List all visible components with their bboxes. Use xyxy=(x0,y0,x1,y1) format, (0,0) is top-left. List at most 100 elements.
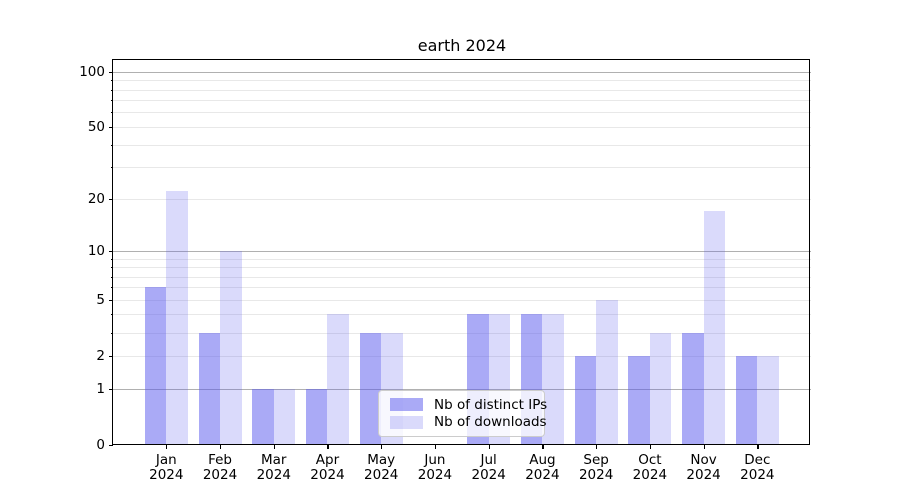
y-tick-50 xyxy=(109,126,113,129)
x-tick-label-jul: Jul 2024 xyxy=(471,451,506,483)
bar-downloads-jan xyxy=(166,191,188,445)
bar-distinct-ips-nov xyxy=(682,332,704,445)
y-minortick-8 xyxy=(110,267,113,268)
y-tick-label-20: 20 xyxy=(87,190,105,207)
x-tick-label-oct: Oct 2024 xyxy=(632,451,668,483)
legend-swatch-distinct-ips-icon xyxy=(390,398,423,412)
x-tick-label-sep: Sep 2024 xyxy=(578,451,614,483)
y-minortick-70 xyxy=(110,100,113,102)
y-tick-label-1: 1 xyxy=(96,380,105,397)
gridline-minor-6 xyxy=(113,287,811,289)
x-tick-label-nov: Nov 2024 xyxy=(686,451,721,483)
gridline-major-10 xyxy=(113,250,811,252)
x-tick-label-jan: Jan 2024 xyxy=(149,451,184,483)
bars-layer xyxy=(113,60,811,445)
y-tick-label-5: 5 xyxy=(96,291,105,308)
bar-downloads-apr xyxy=(327,314,349,445)
y-minortick-7 xyxy=(110,276,113,278)
y-tick-100 xyxy=(109,71,113,73)
y-minortick-3 xyxy=(110,332,113,334)
bar-distinct-ips-mar xyxy=(252,388,274,445)
y-minortick-4 xyxy=(110,314,113,316)
bar-downloads-nov xyxy=(703,211,726,445)
y-tick-label-0: 0 xyxy=(96,436,105,453)
legend-label-distinct-ips: Nb of distinct IPs xyxy=(434,396,548,413)
y-minortick-6 xyxy=(110,287,113,289)
x-tick-label-jun: Jun 2024 xyxy=(417,451,453,483)
y-tick-label-50: 50 xyxy=(87,118,105,135)
x-tick-label-apr: Apr 2024 xyxy=(310,451,345,483)
bar-downloads-sep xyxy=(596,299,618,445)
gridline-major-100 xyxy=(113,71,811,73)
gridline-minor-70 xyxy=(113,100,811,102)
gridline-minor-7 xyxy=(113,276,811,278)
bar-distinct-ips-apr xyxy=(305,388,328,445)
x-tick-mar xyxy=(273,444,275,449)
plot-frame xyxy=(112,59,810,445)
x-tick-label-aug: Aug 2024 xyxy=(525,451,560,483)
y-tick-10 xyxy=(109,250,113,252)
gridline-minor-3 xyxy=(113,332,811,334)
legend: Nb of distinct IPs Nb of downloads xyxy=(378,390,547,437)
y-tick-2 xyxy=(109,355,113,357)
gridline-minor-20 xyxy=(113,198,811,200)
bar-distinct-ips-dec xyxy=(735,355,758,445)
y-minortick-60 xyxy=(110,112,113,114)
y-tick-5 xyxy=(109,299,113,301)
gridline-minor-4 xyxy=(113,314,811,316)
legend-item-distinct-ips: Nb of distinct IPs xyxy=(390,396,547,413)
gridline-major-1 xyxy=(113,388,811,390)
y-minortick-90 xyxy=(110,80,113,82)
bar-downloads-oct xyxy=(649,332,672,445)
gridline-minor-90 xyxy=(113,80,811,82)
y-tick-label-10: 10 xyxy=(87,242,105,259)
x-tick-label-mar: Mar 2024 xyxy=(256,451,291,483)
x-tick-feb xyxy=(220,444,222,449)
x-tick-label-may: May 2024 xyxy=(364,451,399,483)
y-tick-label-100: 100 xyxy=(79,63,105,80)
x-tick-dec xyxy=(757,444,759,449)
chart-title: earth 2024 xyxy=(417,36,507,55)
bar-downloads-dec xyxy=(757,355,779,445)
x-tick-nov xyxy=(703,444,705,449)
y-tick-20 xyxy=(109,198,113,200)
y-minortick-40 xyxy=(110,144,113,146)
y-tick-1 xyxy=(109,388,113,390)
bar-distinct-ips-oct xyxy=(628,355,650,445)
x-tick-sep xyxy=(596,444,598,449)
y-minortick-30 xyxy=(110,167,113,169)
bar-distinct-ips-sep xyxy=(574,355,597,445)
bar-distinct-ips-may xyxy=(359,332,382,445)
y-tick-label-2: 2 xyxy=(96,347,105,364)
gridline-minor-50 xyxy=(113,126,811,128)
gridline-minor-5 xyxy=(113,299,811,301)
x-tick-apr xyxy=(327,444,329,449)
x-tick-jan xyxy=(166,444,168,449)
gridline-minor-9 xyxy=(113,258,811,260)
y-minortick-80 xyxy=(110,89,113,91)
bar-distinct-ips-jan xyxy=(144,287,167,445)
x-tick-label-dec: Dec 2024 xyxy=(740,451,775,483)
y-tick-0 xyxy=(109,444,113,446)
x-tick-jun xyxy=(434,444,437,449)
bar-downloads-mar xyxy=(273,388,296,445)
x-tick-jul xyxy=(488,444,490,449)
legend-swatch-downloads-icon xyxy=(390,415,423,429)
y-minortick-9 xyxy=(110,258,113,260)
x-tick-oct xyxy=(649,444,652,449)
x-tick-label-feb: Feb 2024 xyxy=(202,451,238,483)
gridline-minor-8 xyxy=(113,267,811,268)
gridline-minor-60 xyxy=(113,112,811,114)
bar-downloads-feb xyxy=(220,250,242,445)
x-tick-aug xyxy=(542,444,544,449)
gridline-minor-40 xyxy=(113,144,811,146)
gridlines-layer xyxy=(113,60,811,445)
bar-distinct-ips-feb xyxy=(198,332,221,445)
gridline-minor-30 xyxy=(113,167,811,169)
legend-item-downloads: Nb of downloads xyxy=(390,414,547,431)
x-tick-may xyxy=(381,444,383,449)
gridline-minor-80 xyxy=(113,89,811,91)
legend-label-downloads: Nb of downloads xyxy=(434,414,547,431)
gridline-minor-2 xyxy=(113,355,811,357)
